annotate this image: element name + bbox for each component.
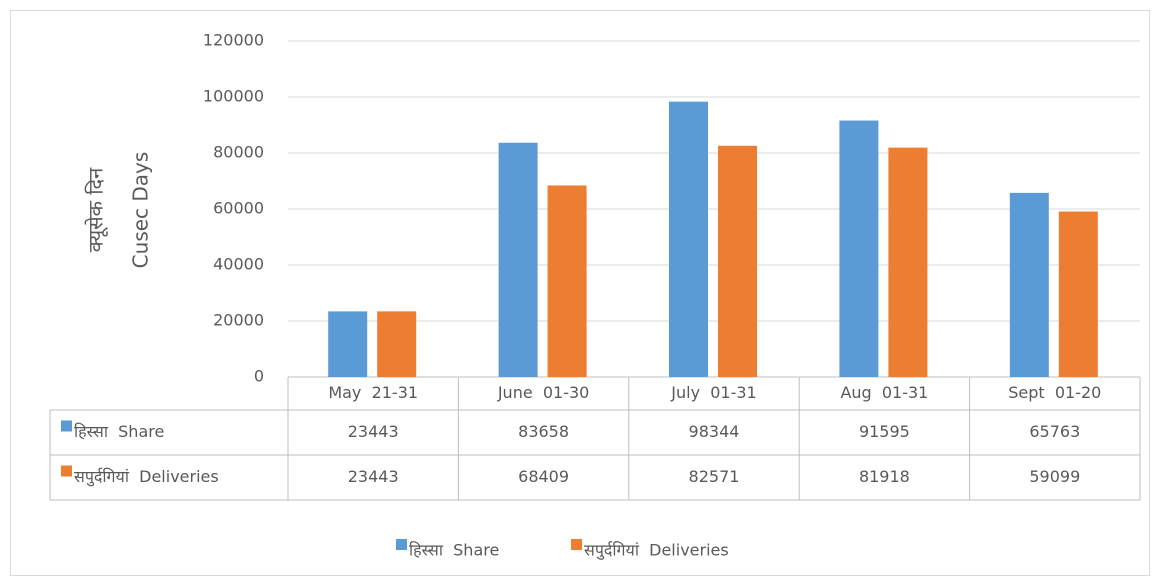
table-legend-key	[61, 420, 72, 432]
y-axis-label: क्यूसेक दिन	[84, 167, 109, 252]
y-axis-label: Cusec Days	[129, 152, 153, 269]
table-cell: 91595	[859, 422, 910, 441]
legend-label: सपुर्दगियां Deliveries	[584, 541, 729, 561]
table-cell: 23443	[348, 467, 399, 486]
y-tick-label: 80000	[213, 143, 264, 162]
bar	[839, 120, 879, 377]
bar	[547, 185, 587, 377]
x-tick-label: Aug 01-31	[840, 383, 928, 402]
table-cell: 98344	[689, 422, 740, 441]
table-cell: 59099	[1029, 467, 1080, 486]
y-tick-label: 100000	[203, 87, 264, 106]
y-tick-label: 120000	[203, 31, 264, 50]
table-legend-key	[61, 465, 72, 477]
table-row-label: हिस्सा Share	[74, 422, 164, 441]
legend-key	[571, 539, 582, 550]
y-tick-label: 0	[254, 367, 264, 386]
x-tick-label: May 21-31	[328, 383, 418, 402]
y-tick-label: 40000	[213, 255, 264, 274]
table-cell: 65763	[1029, 422, 1080, 441]
legend-label: हिस्सा Share	[409, 541, 499, 560]
y-tick-label: 20000	[213, 311, 264, 330]
bar	[1058, 211, 1098, 377]
bar	[888, 147, 928, 377]
bar	[669, 101, 708, 377]
bar	[498, 142, 538, 377]
x-tick-label: July 01-31	[670, 383, 756, 402]
table-row-label: सपुर्दगियां Deliveries	[74, 467, 219, 487]
table-cell: 81918	[859, 467, 910, 486]
bar	[328, 311, 368, 377]
bar	[718, 145, 757, 377]
y-tick-label: 60000	[213, 199, 264, 218]
table-cell: 83658	[518, 422, 569, 441]
x-tick-label: June 01-30	[497, 383, 590, 402]
table-cell: 23443	[348, 422, 399, 441]
table-cell: 82571	[689, 467, 740, 486]
table-cell: 68409	[518, 467, 569, 486]
x-tick-label: Sept 01-20	[1008, 383, 1101, 402]
bar	[1009, 192, 1049, 377]
legend-key	[396, 539, 407, 550]
bar	[377, 311, 417, 377]
